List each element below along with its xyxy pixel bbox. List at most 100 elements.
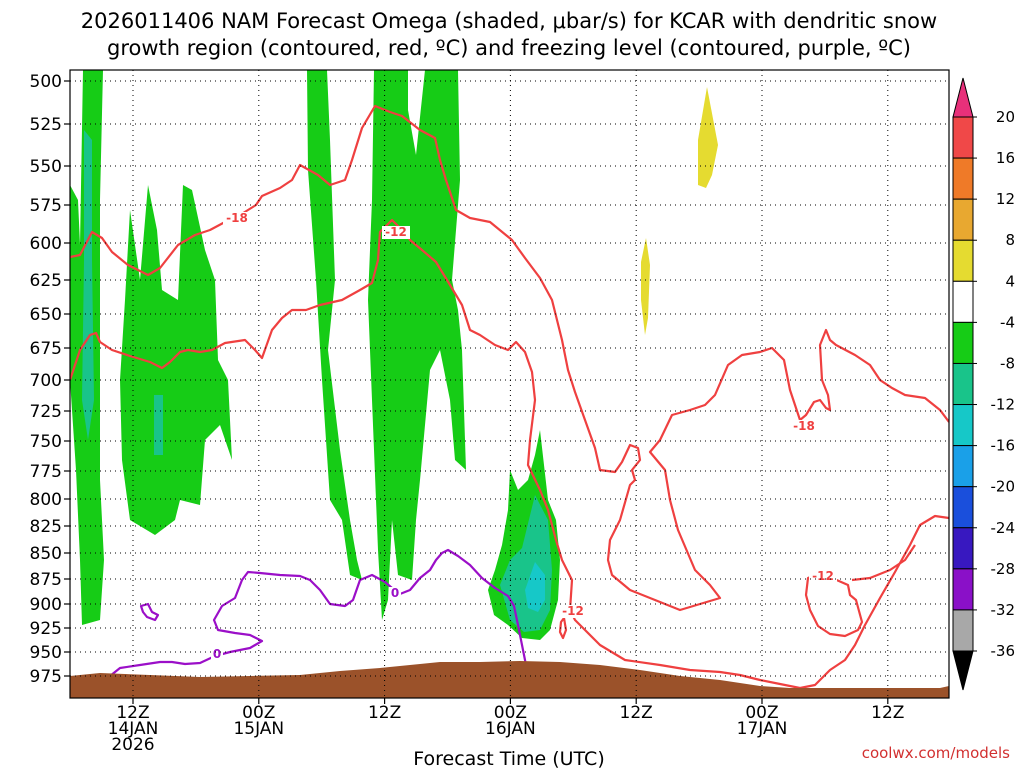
omega-shading xyxy=(70,70,560,640)
colorbar-label: -32 xyxy=(991,601,1016,619)
x-tick-label: 17JAN xyxy=(737,719,788,739)
x-tick-label: 2026 xyxy=(111,735,154,755)
x-tick-label: 12Z xyxy=(620,703,653,723)
x-tick-label: 15JAN xyxy=(233,719,284,739)
colorbar-box xyxy=(952,280,974,323)
colorbar-box xyxy=(952,116,974,159)
contour-label: 0 xyxy=(391,586,399,600)
contour-label: -18 xyxy=(793,419,815,433)
omega-region-green xyxy=(120,185,232,535)
omega-region-teal xyxy=(82,130,94,440)
colorbar-label: -12 xyxy=(991,396,1016,414)
y-tick-label: 725 xyxy=(30,402,62,422)
colorbar-box xyxy=(952,486,974,529)
contour-label: -12 xyxy=(812,569,834,583)
contour-labels: -18 -12 -18 -12 -12 0 0 xyxy=(211,211,837,661)
freezing-contour-line xyxy=(139,602,160,622)
freezing-contour-line xyxy=(109,548,530,681)
dendritic-contour-line xyxy=(70,104,949,612)
contour-label-bg xyxy=(382,226,410,239)
colorbar-triangle-top xyxy=(952,77,974,118)
dendritic-contour-line xyxy=(558,616,568,640)
y-tick-label: 775 xyxy=(30,462,62,482)
y-tick-label: 875 xyxy=(30,570,62,590)
colorbar-label: -8 xyxy=(1000,354,1015,372)
x-tick-label: 16JAN xyxy=(485,719,536,739)
contour-label: -12 xyxy=(385,225,407,239)
y-tick-label: 500 xyxy=(30,72,62,92)
omega-region-green xyxy=(368,70,466,620)
y-grid xyxy=(64,80,949,677)
contour-label-bg xyxy=(211,648,223,661)
contour-label-bg xyxy=(790,420,818,433)
colorbar-label: 20 xyxy=(996,108,1015,126)
omega-region-yellow xyxy=(698,87,718,188)
x-tick-label: 12Z xyxy=(871,703,904,723)
y-tick-label: 900 xyxy=(30,595,62,615)
chart-title-line1: 2026011406 NAM Forecast Omega (shaded, μ… xyxy=(81,9,937,33)
chart-title-line2: growth region (contoured, red, ºC) and f… xyxy=(107,36,911,60)
freezing-level-contours xyxy=(109,548,530,681)
y-tick-label: 625 xyxy=(30,271,62,291)
contour-label-bg xyxy=(559,605,587,618)
colorbar: 20 16 12 8 4 -4 -8 -12 -16 -20 -24 -28 -32 -36 xyxy=(952,77,1016,691)
colorbar-box xyxy=(952,362,974,406)
y-tick-label: 825 xyxy=(30,517,62,537)
colorbar-box xyxy=(952,198,974,241)
omega-region-teal xyxy=(154,395,163,455)
y-tick-label: 700 xyxy=(30,371,62,391)
contour-label: 0 xyxy=(213,647,221,661)
omega-region-cyan xyxy=(525,562,545,612)
credit-text: coolwx.com/models xyxy=(862,744,1010,762)
terrain xyxy=(70,661,949,698)
y-tick-labels: 500 525 550 575 600 625 650 675 700 725 750 775 800 8… xyxy=(30,72,62,687)
y-tick-label: 650 xyxy=(30,305,62,325)
x-grid xyxy=(132,70,889,704)
y-tick-label: 675 xyxy=(30,339,62,359)
colorbar-box xyxy=(952,445,974,488)
colorbar-label: -24 xyxy=(991,519,1016,537)
y-tick-label: 525 xyxy=(30,115,62,135)
y-tick-label: 575 xyxy=(30,196,62,216)
colorbar-box xyxy=(952,239,974,282)
colorbar-label: 12 xyxy=(996,190,1015,208)
contour-label: -18 xyxy=(226,211,248,225)
contour-label-bg xyxy=(223,212,251,225)
omega-region-green xyxy=(307,70,362,580)
x-tick-label: 00Z xyxy=(242,703,275,723)
y-tick-label: 950 xyxy=(30,643,62,663)
y-tick-label: 925 xyxy=(30,619,62,639)
contour-label-bg xyxy=(809,570,837,583)
colorbar-box xyxy=(952,609,974,652)
colorbar-label: 16 xyxy=(996,149,1015,167)
contour-label: -12 xyxy=(562,604,584,618)
omega-region-yellow xyxy=(641,238,650,335)
y-tick-label: 975 xyxy=(30,667,62,687)
colorbar-box xyxy=(952,568,974,611)
y-tick-label: 750 xyxy=(30,432,62,452)
x-tick-label: 00Z xyxy=(494,703,527,723)
colorbar-triangle-bottom xyxy=(952,650,974,691)
colorbar-label: 8 xyxy=(1005,231,1015,249)
colorbar-label: -4 xyxy=(1000,313,1015,331)
y-tick-label: 550 xyxy=(30,157,62,177)
colorbar-box xyxy=(952,527,974,570)
contour-label-bg xyxy=(389,587,401,600)
y-tick-label: 600 xyxy=(30,234,62,254)
dendritic-contour-line xyxy=(70,218,949,690)
colorbar-box xyxy=(952,321,974,364)
colorbar-label: 4 xyxy=(1005,272,1015,290)
colorbar-label: -36 xyxy=(991,642,1016,660)
x-tick-label: 00Z xyxy=(745,703,778,723)
y-tick-label: 850 xyxy=(30,544,62,564)
colorbar-label: -16 xyxy=(991,437,1016,455)
colorbar-label: -20 xyxy=(991,478,1016,496)
colorbar-box xyxy=(952,157,974,200)
plot-frame xyxy=(69,69,950,699)
colorbar-label: -28 xyxy=(991,560,1016,578)
y-tick-label: 800 xyxy=(30,490,62,510)
x-tick-label: 12Z xyxy=(116,703,149,723)
colorbar-box xyxy=(952,404,974,447)
